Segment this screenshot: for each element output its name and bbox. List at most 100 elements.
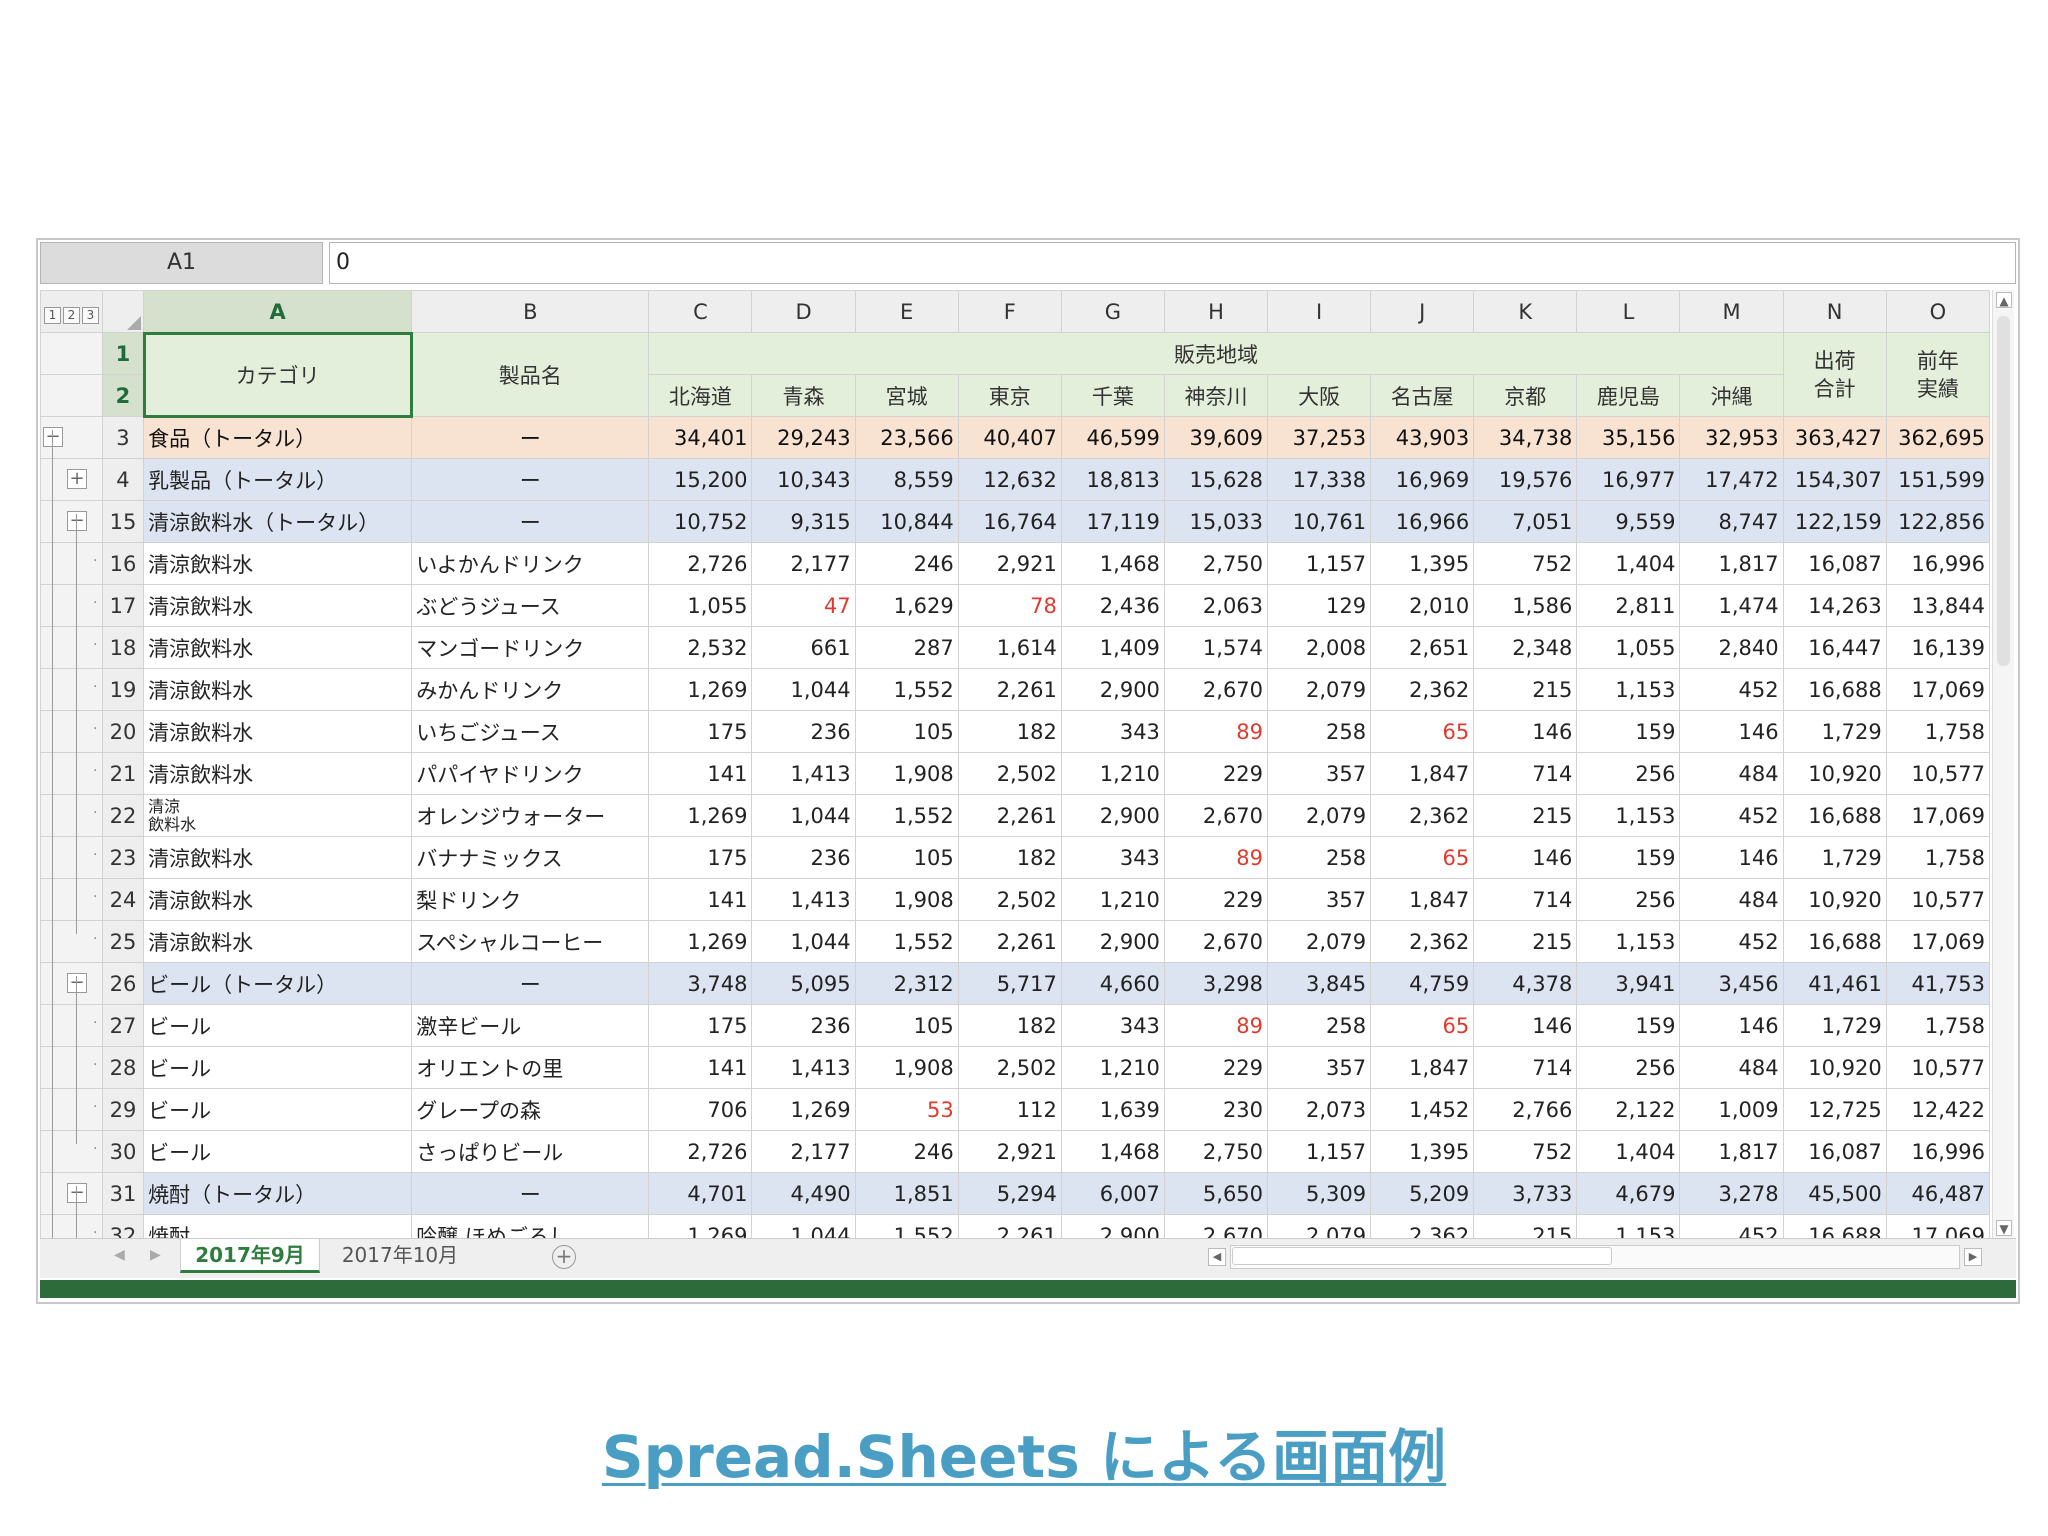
value-cell[interactable]: 175	[648, 836, 753, 879]
value-cell[interactable]: 1,269	[648, 1214, 753, 1238]
value-cell[interactable]: 3,456	[1679, 962, 1784, 1005]
value-cell[interactable]: 2,010	[1370, 584, 1475, 627]
value-cell[interactable]: 10,920	[1782, 878, 1887, 921]
value-cell[interactable]: 47	[751, 584, 856, 627]
value-cell[interactable]: 1,908	[854, 878, 959, 921]
value-cell[interactable]: 1,639	[1060, 1088, 1165, 1131]
value-cell[interactable]: 1,395	[1370, 542, 1475, 585]
header-category[interactable]: カテゴリ	[142, 331, 413, 418]
value-cell[interactable]: 246	[854, 1130, 959, 1173]
value-cell[interactable]: 17,338	[1267, 458, 1372, 501]
value-cell[interactable]: 10,920	[1782, 752, 1887, 795]
value-cell[interactable]: 1,452	[1370, 1088, 1475, 1131]
value-cell[interactable]: 4,679	[1576, 1172, 1681, 1215]
value-cell[interactable]: 1,413	[751, 878, 856, 921]
row-header[interactable]: 22	[101, 794, 145, 837]
column-header-h[interactable]: H	[1163, 290, 1269, 333]
value-cell[interactable]: 2,073	[1267, 1088, 1372, 1131]
value-cell[interactable]: 1,468	[1060, 542, 1165, 585]
value-cell[interactable]: 12,725	[1782, 1088, 1887, 1131]
value-cell[interactable]: 14,263	[1782, 584, 1887, 627]
value-cell[interactable]: 16,977	[1576, 458, 1681, 501]
value-cell[interactable]: 5,717	[957, 962, 1062, 1005]
value-cell[interactable]: 43,903	[1370, 416, 1475, 459]
product-cell[interactable]: いよかんドリンク	[411, 542, 650, 585]
value-cell[interactable]: 1,157	[1267, 542, 1372, 585]
value-cell[interactable]: 19,576	[1473, 458, 1578, 501]
value-cell[interactable]: 1,395	[1370, 1130, 1475, 1173]
value-cell[interactable]: 182	[957, 836, 1062, 879]
category-cell[interactable]: 清涼飲料水	[143, 878, 413, 921]
column-header-k[interactable]: K	[1473, 290, 1578, 333]
value-cell[interactable]: 1,153	[1576, 794, 1681, 837]
value-cell[interactable]: 256	[1576, 878, 1681, 921]
outline-level-1-button[interactable]: 1	[44, 306, 61, 324]
value-cell[interactable]: 175	[648, 1004, 753, 1047]
value-cell[interactable]: 1,614	[957, 626, 1062, 669]
value-cell[interactable]: 1,404	[1576, 542, 1681, 585]
value-cell[interactable]: 2,750	[1163, 542, 1269, 585]
tab-prev-icon[interactable]: ◀	[114, 1247, 125, 1263]
column-header-l[interactable]: L	[1576, 290, 1681, 333]
value-cell[interactable]: 15,628	[1163, 458, 1269, 501]
value-cell[interactable]: 9,315	[751, 500, 856, 543]
value-cell[interactable]: 2,750	[1163, 1130, 1269, 1173]
value-cell[interactable]: 35,156	[1576, 416, 1681, 459]
value-cell[interactable]: 16,969	[1370, 458, 1475, 501]
category-cell[interactable]: 清涼飲料水（トータル）	[143, 500, 413, 543]
value-cell[interactable]: 2,670	[1163, 1214, 1269, 1238]
header-region-9[interactable]: 鹿児島	[1576, 374, 1681, 417]
sheet-tab-2017-09[interactable]: 2017年9月	[180, 1239, 320, 1273]
value-cell[interactable]: 2,670	[1163, 668, 1269, 711]
value-cell[interactable]: 7,051	[1473, 500, 1578, 543]
value-cell[interactable]: 2,362	[1370, 794, 1475, 837]
value-cell[interactable]: 15,200	[648, 458, 753, 501]
value-cell[interactable]: 714	[1473, 1046, 1578, 1089]
category-cell[interactable]: ビール	[143, 1088, 413, 1131]
value-cell[interactable]: 122,856	[1885, 500, 1990, 543]
value-cell[interactable]: 1,210	[1060, 878, 1165, 921]
value-cell[interactable]: 215	[1473, 920, 1578, 963]
value-cell[interactable]: 2,079	[1267, 668, 1372, 711]
value-cell[interactable]: 2,726	[648, 1130, 753, 1173]
value-cell[interactable]: 5,095	[751, 962, 856, 1005]
column-header-d[interactable]: D	[751, 290, 856, 333]
row-header[interactable]: 16	[101, 542, 145, 585]
product-cell[interactable]: さっぱりビール	[411, 1130, 650, 1173]
value-cell[interactable]: 2,921	[957, 542, 1062, 585]
value-cell[interactable]: 2,900	[1060, 794, 1165, 837]
value-cell[interactable]: 146	[1679, 1004, 1784, 1047]
value-cell[interactable]: 159	[1576, 836, 1681, 879]
value-cell[interactable]: 2,079	[1267, 1214, 1372, 1238]
value-cell[interactable]: 2,261	[957, 668, 1062, 711]
value-cell[interactable]: 2,177	[751, 1130, 856, 1173]
header-region-4[interactable]: 千葉	[1060, 374, 1165, 417]
value-cell[interactable]: 1,269	[648, 920, 753, 963]
value-cell[interactable]: 256	[1576, 1046, 1681, 1089]
value-cell[interactable]: 17,069	[1885, 920, 1990, 963]
vertical-scroll-thumb[interactable]	[1997, 316, 2010, 666]
product-cell[interactable]: 梨ドリンク	[411, 878, 650, 921]
value-cell[interactable]: 8,747	[1679, 500, 1784, 543]
category-cell[interactable]: ビール	[143, 1046, 413, 1089]
value-cell[interactable]: 246	[854, 542, 959, 585]
value-cell[interactable]: 1,586	[1473, 584, 1578, 627]
product-cell[interactable]: ぶどうジュース	[411, 584, 650, 627]
column-header-n[interactable]: N	[1782, 290, 1887, 333]
value-cell[interactable]: 752	[1473, 542, 1578, 585]
value-cell[interactable]: 16,688	[1782, 668, 1887, 711]
category-cell[interactable]: 清涼 飲料水	[143, 794, 413, 837]
column-header-g[interactable]: G	[1060, 290, 1165, 333]
category-cell[interactable]: ビール（トータル）	[143, 962, 413, 1005]
value-cell[interactable]: 1,629	[854, 584, 959, 627]
value-cell[interactable]: 4,701	[648, 1172, 753, 1215]
value-cell[interactable]: 1,157	[1267, 1130, 1372, 1173]
row-header[interactable]: 19	[101, 668, 145, 711]
value-cell[interactable]: 4,490	[751, 1172, 856, 1215]
category-cell[interactable]: 清涼飲料水	[143, 920, 413, 963]
value-cell[interactable]: 10,577	[1885, 1046, 1990, 1089]
value-cell[interactable]: 1,847	[1370, 878, 1475, 921]
value-cell[interactable]: 363,427	[1782, 416, 1887, 459]
value-cell[interactable]: 258	[1267, 710, 1372, 753]
